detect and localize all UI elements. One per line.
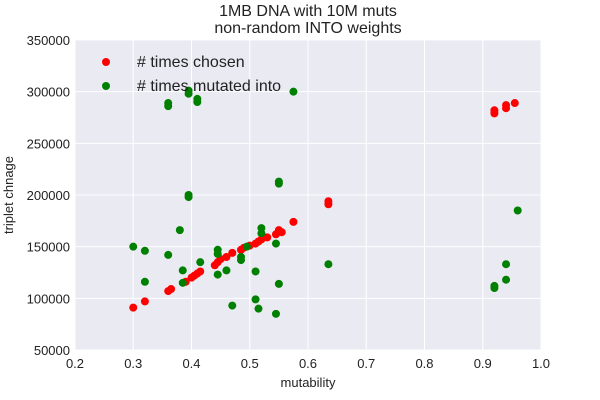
point-times-mutated-into [222, 266, 231, 275]
x-tick-label: 0.6 [299, 356, 317, 371]
x-tick-label: 0.2 [66, 356, 84, 371]
point-times-mutated-into [140, 277, 149, 286]
x-tick-label: 0.3 [124, 356, 142, 371]
point-times-chosen [510, 99, 519, 108]
point-times-mutated-into [140, 246, 149, 255]
point-times-mutated-into [324, 260, 333, 269]
point-times-mutated-into [228, 301, 237, 310]
point-times-chosen [140, 297, 149, 306]
legend-label-chosen: # times chosen [137, 54, 245, 71]
point-times-mutated-into [502, 260, 511, 269]
x-tick-label: 0.8 [415, 356, 433, 371]
chart-title-line-1: 1MB DNA with 10M muts [219, 3, 397, 20]
point-times-chosen [222, 253, 231, 261]
point-times-mutated-into [178, 266, 187, 275]
legend: # times chosen # times mutated into [102, 54, 281, 95]
point-times-mutated-into [129, 242, 138, 251]
point-times-mutated-into [502, 275, 511, 284]
x-tick-label: 0.5 [241, 356, 259, 371]
legend-marker-chosen [102, 58, 110, 66]
point-times-mutated-into [257, 224, 266, 233]
point-times-mutated-into [213, 245, 222, 254]
y-tick-label: 200000 [27, 188, 70, 203]
y-tick-label: 350000 [27, 33, 70, 48]
point-times-chosen [490, 106, 499, 115]
x-tick-label: 0.7 [357, 356, 375, 371]
data-points [129, 86, 522, 318]
point-times-mutated-into [271, 239, 280, 248]
x-tick-label: 0.4 [182, 356, 200, 371]
y-tick-label: 300000 [27, 85, 70, 100]
point-times-mutated-into [175, 226, 184, 235]
point-times-chosen [228, 248, 237, 257]
point-times-chosen [167, 285, 176, 294]
point-times-mutated-into [184, 191, 193, 199]
x-tick-label: 0.9 [474, 356, 492, 371]
chart-title-line-2: non-random INTO weights [214, 20, 401, 37]
point-times-mutated-into [274, 279, 283, 288]
point-times-mutated-into [289, 87, 298, 96]
y-tick-label: 50000 [34, 343, 70, 358]
legend-label-mutated-into: # times mutated into [137, 78, 281, 95]
point-times-mutated-into [178, 278, 187, 287]
point-times-chosen [196, 267, 205, 276]
y-tick-label: 250000 [27, 136, 70, 151]
x-axis-label: mutability [281, 375, 336, 390]
y-tick-label: 150000 [27, 240, 70, 255]
x-tick-labels: 0.2 0.3 0.4 0.5 0.6 0.7 0.8 0.9 1.0 [66, 356, 550, 371]
point-times-mutated-into [164, 250, 173, 259]
point-times-chosen [502, 101, 511, 110]
point-times-chosen [263, 233, 272, 242]
point-times-mutated-into [490, 281, 499, 290]
y-tick-labels: 50000 100000 150000 200000 250000 300000 35000… [27, 33, 70, 358]
point-times-mutated-into [164, 99, 173, 108]
point-times-mutated-into [193, 94, 202, 103]
x-tick-label: 1.0 [532, 356, 550, 371]
point-times-mutated-into [513, 206, 522, 215]
point-times-chosen [289, 217, 298, 226]
y-axis-label: triplet chnage [1, 156, 16, 234]
point-times-chosen [277, 228, 286, 237]
y-tick-label: 100000 [27, 291, 70, 306]
legend-marker-mutated-into [102, 82, 110, 90]
point-times-chosen [324, 197, 333, 206]
point-times-mutated-into [251, 267, 260, 276]
point-times-mutated-into [237, 253, 246, 261]
point-times-mutated-into [242, 242, 251, 251]
point-times-mutated-into [184, 86, 193, 95]
point-times-mutated-into [196, 258, 205, 267]
point-times-mutated-into [254, 304, 263, 313]
point-times-mutated-into [271, 309, 280, 318]
point-times-mutated-into [251, 295, 260, 304]
point-times-chosen [129, 303, 138, 312]
point-times-mutated-into [213, 270, 222, 279]
point-times-mutated-into [274, 177, 283, 186]
